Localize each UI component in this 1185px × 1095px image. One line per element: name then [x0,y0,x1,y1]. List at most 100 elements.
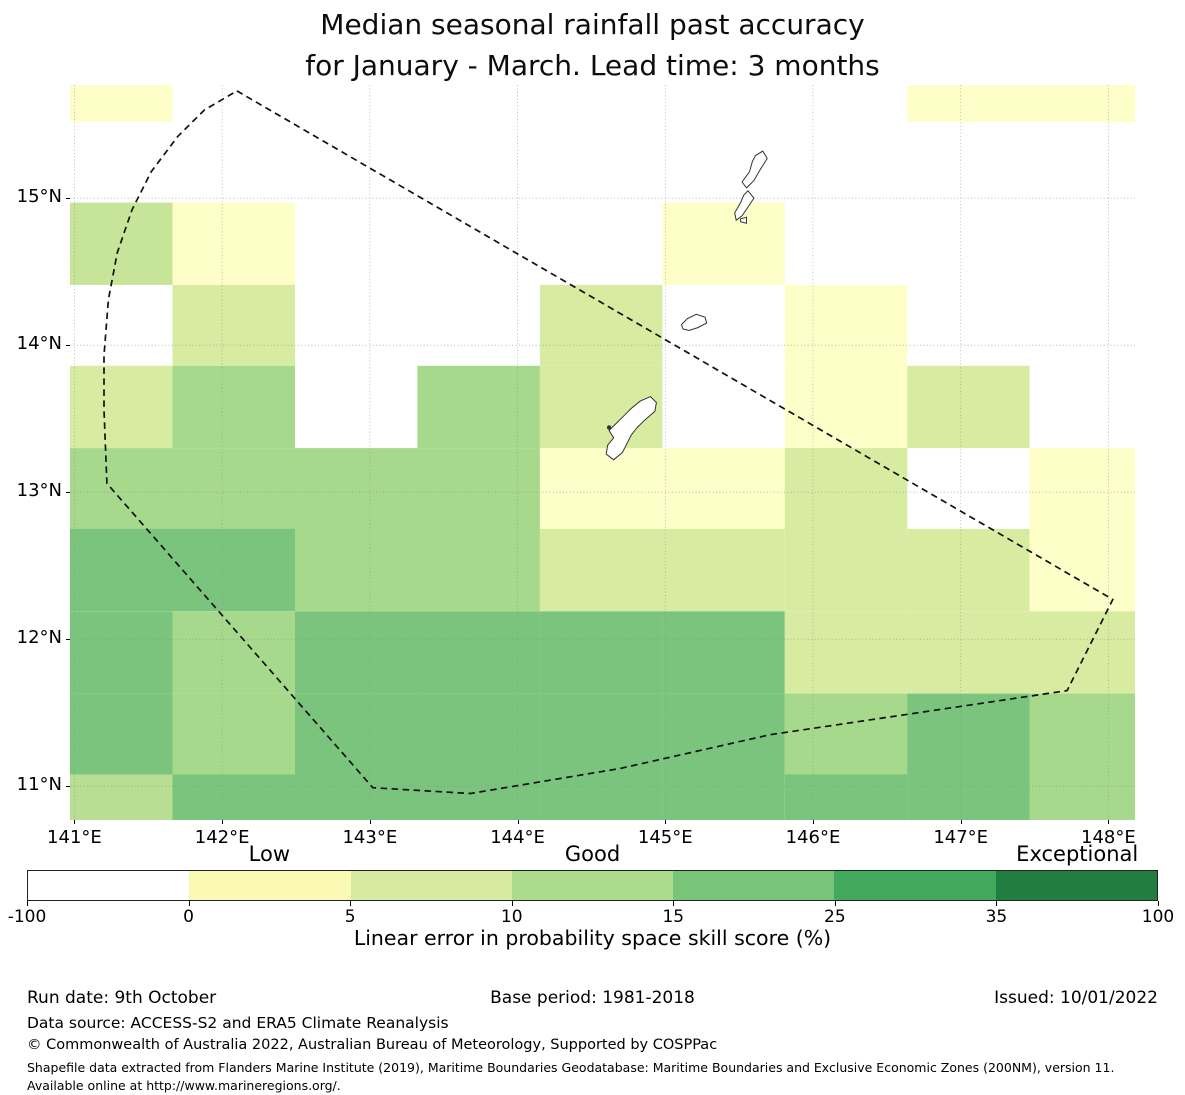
grid-cell [662,202,785,285]
y-tick-label: 13°N [16,480,62,502]
y-tick-label: 11°N [16,774,62,796]
island-guam [605,396,657,461]
grid-cell [907,611,1030,694]
grid-cell [662,528,785,612]
grid-cell [417,448,540,529]
colorbar-bar [27,870,1158,901]
colorbar-segment [189,871,351,900]
y-tick-label: 12°N [16,627,62,649]
grid-cell [70,85,173,122]
x-tick-mark [960,820,962,824]
colorbar-tick-mark [27,901,28,906]
grid-cell [539,611,663,694]
y-tick-mark [66,198,70,200]
map-plot-area [70,85,1135,820]
y-tick-mark [66,786,70,788]
grid-cell [1029,528,1135,612]
grid-cell [907,693,1030,775]
colorbar-tick-mark [350,901,352,906]
footer-copyright: © Commonwealth of Australia 2022, Austra… [27,1037,718,1053]
grid-cell [907,85,1030,122]
grid-cell [172,365,295,449]
grid-cell [70,774,173,820]
grid-cell [1029,85,1135,122]
colorbar-tick-mark [996,901,998,906]
colorbar-band-label: Low [248,842,291,866]
grid-cell [784,693,908,775]
island-rota [680,313,708,332]
colorbar-tick-label: -100 [7,907,47,927]
colorbar-tick-mark [511,901,513,906]
colorbar-band-label: Good [564,842,621,866]
grid-cell [172,774,295,820]
grid-cell [295,528,418,612]
grid-cell [172,202,295,285]
grid-cell [784,448,908,529]
grid-cell [417,365,540,449]
colorbar-tick-mark [188,901,190,906]
guam-coast-dot [606,425,612,430]
y-tick-label: 15°N [16,186,62,208]
colorbar-tick-mark [834,901,836,906]
map-svg [70,85,1135,820]
footer-shapefile-note: Shapefile data extracted from Flanders M… [27,1060,1115,1093]
x-tick-mark [812,820,814,824]
colorbar-tick-label: 10 [500,907,523,927]
x-tick-mark [74,820,76,824]
colorbar-tick-label: 15 [662,907,685,927]
x-tick-label: 145°E [637,827,693,848]
grid-cell [417,611,540,694]
grid-cell [907,528,1030,612]
colorbar-segment [995,871,1157,900]
y-tick-mark [66,639,70,641]
grid-cell [1029,693,1135,775]
colorbar-tick-label: 25 [824,907,846,927]
x-tick-label: 142°E [194,827,250,848]
grid-cell [1029,611,1135,694]
footer-run-date: Run date: 9th October [27,988,217,1008]
x-tick-mark [369,820,371,824]
grid-cell [172,284,295,366]
colorbar-segment [834,871,996,900]
grid-cell [539,528,663,612]
x-tick-mark [517,820,519,824]
island-aguijan [740,216,747,224]
colorbar-band-label: Exceptional [1016,842,1139,866]
grid-cell [784,774,908,820]
colorbar-tick-label: 35 [985,907,1008,927]
grid-cell [784,284,908,366]
grid-cell [539,693,663,775]
colorbar-caption: Linear error in probability space skill … [353,926,832,950]
chart-title: Median seasonal rainfall past accuracy f… [0,4,1185,86]
grid-cell [539,774,663,820]
grid-cell [70,611,173,694]
colorbar-tick-mark [1158,901,1159,906]
grid-cell [662,693,785,775]
grid-cell [539,284,663,366]
colorbar-tick-label: 0 [183,907,194,927]
grid-cell [70,365,173,449]
grid-cell [662,611,785,694]
grid-cell [417,774,540,820]
colorbar-segment [350,871,512,900]
chart-title-line2: for January - March. Lead time: 3 months [305,49,880,82]
colorbar: Low Good Exceptional -100 0 5 10 15 25 35 100 [8,842,1175,927]
grid-cell [784,611,908,694]
x-tick-label: 144°E [490,827,545,848]
grid-cell [172,528,295,612]
x-tick-label: 148°E [1081,827,1136,848]
x-tick-label: 143°E [342,827,398,848]
footer-issued-date: Issued: 10/01/2022 [994,988,1158,1008]
x-tick-mark [665,820,667,824]
grid-cell [295,611,418,694]
grid-cell [70,693,173,775]
grid-cell [1029,774,1135,820]
grid-cell [172,448,295,529]
grid-cell [1029,448,1135,529]
grid-cell [70,448,173,529]
grid-cell [539,448,663,529]
colorbar-segment [511,871,674,900]
colorbar-tick-label: 100 [1141,907,1175,927]
grid-cell [295,693,418,775]
island-saipan [741,150,768,189]
